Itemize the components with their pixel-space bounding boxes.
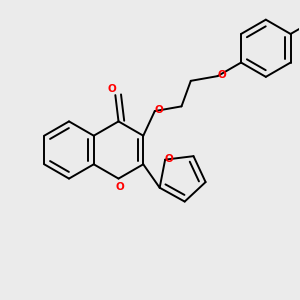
Text: O: O — [155, 105, 164, 115]
Text: O: O — [116, 182, 124, 191]
Text: O: O — [107, 84, 116, 94]
Text: O: O — [218, 70, 226, 80]
Text: O: O — [165, 154, 174, 164]
